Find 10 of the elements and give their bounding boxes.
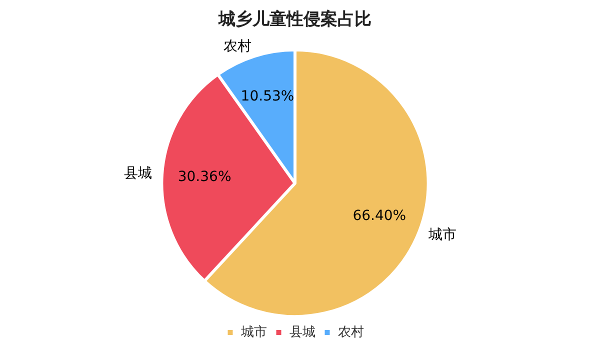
chart-title: 城乡儿童性侵案占比	[218, 8, 372, 30]
data-label: 10.53%	[240, 88, 294, 104]
data-label: 30.36%	[178, 168, 232, 185]
slice-label: 县城	[124, 166, 152, 182]
legend-label: 农村	[338, 324, 364, 340]
slice-label: 城市	[427, 227, 456, 244]
slice-label: 农村	[224, 38, 252, 54]
legend-label: 县城	[289, 324, 316, 340]
legend-label: 城市	[240, 324, 267, 340]
data-label: 66.40%	[352, 208, 406, 224]
